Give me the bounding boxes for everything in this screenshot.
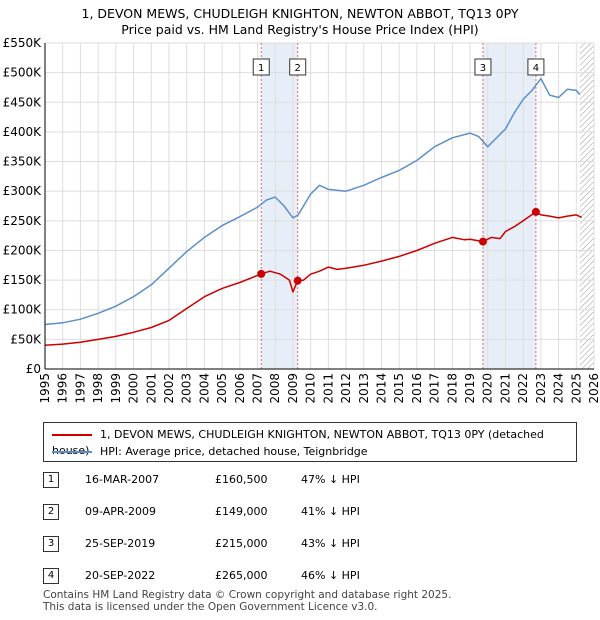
- y-tick-label: £0: [26, 362, 41, 376]
- y-tick-label: £450K: [3, 95, 43, 109]
- sale-point: [531, 207, 540, 216]
- sale-price: £160,500: [215, 473, 268, 486]
- x-tick-label: 2021: [498, 373, 512, 404]
- x-tick-label: 2016: [410, 373, 424, 404]
- sale-marker-box: [289, 58, 307, 76]
- x-tick-label: 2010: [304, 373, 318, 404]
- sale-number-badge: 2: [43, 504, 59, 520]
- x-tick-label: 2026: [587, 373, 600, 404]
- sale-row: 1 16-MAR-2007 £160,500 47% ↓ HPI: [43, 472, 577, 492]
- y-tick-label: £150K: [3, 273, 43, 287]
- sale-price: £149,000: [215, 505, 268, 518]
- sale-hpi-diff: 41% ↓ HPI: [301, 505, 360, 518]
- hpi-line: [44, 77, 581, 326]
- x-tick-label: 1998: [91, 373, 105, 404]
- ownership-shade: [261, 43, 298, 369]
- y-tick-label: £550K: [3, 36, 43, 50]
- y-tick-label: £250K: [3, 214, 43, 228]
- x-tick-label: 2001: [144, 373, 158, 404]
- chart-title: 1, DEVON MEWS, CHUDLEIGH KNIGHTON, NEWTO…: [81, 6, 519, 21]
- sale-marker-box: [252, 58, 270, 76]
- y-tick-label: £100K: [3, 303, 43, 317]
- x-tick-label: 1995: [38, 373, 52, 404]
- legend-item-hpi: HPI: Average price, detached house, Teig…: [52, 444, 368, 460]
- legend-item-property: 1, DEVON MEWS, CHUDLEIGH KNIGHTON, NEWTO…: [52, 427, 576, 457]
- chart-legend: 1, DEVON MEWS, CHUDLEIGH KNIGHTON, NEWTO…: [43, 422, 577, 462]
- x-tick-label: 2017: [428, 373, 442, 404]
- x-tick-label: 2007: [251, 373, 265, 404]
- sale-marker-number: 3: [480, 63, 486, 74]
- x-tick-label: 2005: [215, 373, 229, 404]
- sale-hpi-diff: 43% ↓ HPI: [301, 537, 360, 550]
- x-tick-label: 2006: [233, 373, 247, 404]
- x-tick-label: 2004: [197, 373, 211, 404]
- property-price-line: [44, 211, 582, 347]
- legend-swatch-hpi: [52, 451, 92, 453]
- x-tick-label: 2014: [374, 373, 388, 404]
- legend-label-property: 1, DEVON MEWS, CHUDLEIGH KNIGHTON, NEWTO…: [52, 428, 544, 457]
- sale-number-badge: 4: [43, 568, 59, 584]
- sale-row: 3 25-SEP-2019 £215,000 43% ↓ HPI: [43, 536, 577, 556]
- x-tick-label: 1999: [109, 373, 123, 404]
- x-tick-label: 2018: [445, 373, 459, 404]
- footer-copyright: Contains HM Land Registry data © Crown c…: [43, 589, 452, 601]
- x-tick-label: 1997: [73, 373, 87, 404]
- legend-swatch-property: [52, 434, 92, 436]
- y-tick-label: £500K: [3, 66, 43, 80]
- x-tick-label: 2003: [180, 373, 194, 404]
- sale-price: £265,000: [215, 569, 268, 582]
- price-chart: 1 2 3 4 £0 £50K £100K £150K £200K £250K £300K £350…: [3, 36, 600, 404]
- sale-point: [293, 276, 302, 285]
- x-tick-label: 2023: [534, 373, 548, 404]
- sale-date: 09-APR-2009: [85, 505, 157, 518]
- y-tick-label: £50K: [10, 332, 42, 346]
- sale-point: [478, 237, 487, 246]
- sale-row: 4 20-SEP-2022 £265,000 46% ↓ HPI: [43, 568, 577, 588]
- x-tick-label: 2024: [552, 373, 566, 404]
- x-tick-label: 2008: [268, 373, 282, 404]
- sale-marker-number: 2: [295, 63, 301, 74]
- chart-subtitle: Price paid vs. HM Land Registry's House …: [121, 22, 479, 37]
- x-tick-label: 2011: [321, 373, 335, 404]
- footer-licence: This data is licensed under the Open Gov…: [43, 601, 378, 613]
- x-tick-label: 2019: [463, 373, 477, 404]
- sale-number-badge: 3: [43, 536, 59, 552]
- x-tick-label: 2009: [286, 373, 300, 404]
- y-tick-label: £200K: [3, 243, 43, 257]
- x-tick-label: 2012: [339, 373, 353, 404]
- sale-hpi-diff: 46% ↓ HPI: [301, 569, 360, 582]
- x-tick-label: 2025: [569, 373, 583, 404]
- sale-number-badge: 1: [43, 472, 59, 488]
- legend-label-hpi: HPI: Average price, detached house, Teig…: [100, 445, 368, 458]
- sale-date: 25-SEP-2019: [85, 537, 156, 550]
- sale-date: 20-SEP-2022: [85, 569, 156, 582]
- sale-marker-number: 4: [533, 63, 539, 74]
- x-tick-label: 2015: [392, 373, 406, 404]
- x-tick-label: 2020: [481, 373, 495, 404]
- x-tick-label: 1996: [56, 373, 70, 404]
- x-tick-label: 2022: [516, 373, 530, 404]
- sale-marker-box: [474, 58, 492, 76]
- x-tick-label: 2000: [127, 373, 141, 404]
- y-tick-label: £300K: [3, 184, 43, 198]
- sale-price: £215,000: [215, 537, 268, 550]
- sale-point: [257, 269, 266, 278]
- y-tick-label: £400K: [3, 125, 43, 139]
- x-tick-label: 2002: [162, 373, 176, 404]
- sale-marker-number: 1: [258, 63, 264, 74]
- y-tick-label: £350K: [3, 155, 43, 169]
- sale-row: 2 09-APR-2009 £149,000 41% ↓ HPI: [43, 504, 577, 524]
- x-tick-label: 2013: [357, 373, 371, 404]
- ownership-shade: [482, 43, 536, 369]
- hatched-region: [579, 43, 594, 369]
- sale-hpi-diff: 47% ↓ HPI: [301, 473, 360, 486]
- sale-date: 16-MAR-2007: [85, 473, 160, 486]
- sale-marker-box: [527, 58, 545, 76]
